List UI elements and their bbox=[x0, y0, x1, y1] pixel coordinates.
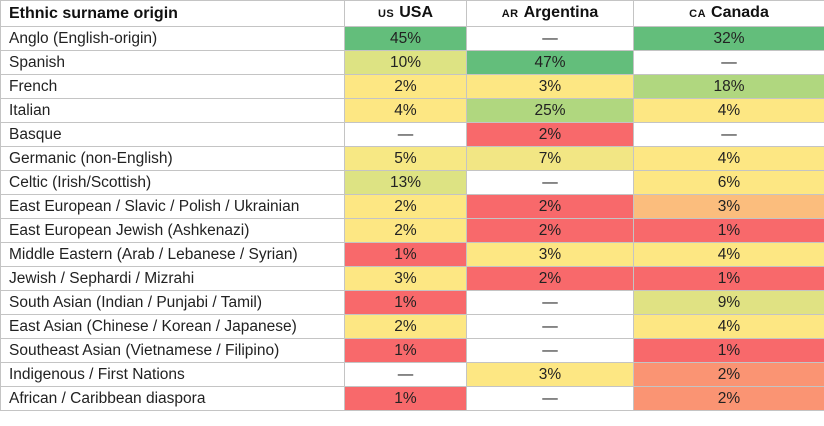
table-row: East Asian (Chinese / Korean / Japanese)… bbox=[0, 314, 824, 339]
table-row: French 2% 3% 18% bbox=[0, 74, 824, 99]
cell-usa: — bbox=[344, 362, 467, 387]
cell-usa: 1% bbox=[344, 338, 467, 363]
row-label: Indigenous / First Nations bbox=[0, 362, 345, 387]
row-label: East European Jewish (Ashkenazi) bbox=[0, 218, 345, 243]
cell-usa: 13% bbox=[344, 170, 467, 195]
table-body: Anglo (English-origin) 45% —32% Spanish 10% 4… bbox=[0, 26, 824, 411]
cell-argentina: 7% bbox=[466, 146, 634, 171]
cell-argentina: 3% bbox=[466, 74, 634, 99]
cell-argentina: 3% bbox=[466, 362, 634, 387]
row-label: Germanic (non-English) bbox=[0, 146, 345, 171]
cell-usa: 2% bbox=[344, 194, 467, 219]
cell-argentina: 47% bbox=[466, 50, 634, 75]
row-label: East Asian (Chinese / Korean / Japanese) bbox=[0, 314, 345, 339]
cell-usa: 3% bbox=[344, 266, 467, 291]
cell-usa: 5% bbox=[344, 146, 467, 171]
cell-argentina: — bbox=[466, 338, 634, 363]
country-code-ca: CA bbox=[689, 8, 707, 20]
country-code-ar: AR bbox=[501, 8, 519, 20]
cell-argentina: — bbox=[466, 386, 634, 411]
table-row: Southeast Asian (Vietnamese / Filipino) 1… bbox=[0, 338, 824, 363]
cell-argentina: — bbox=[466, 290, 634, 315]
row-label: Anglo (English-origin) bbox=[0, 26, 345, 51]
cell-usa: 10% bbox=[344, 50, 467, 75]
cell-argentina: — bbox=[466, 170, 634, 195]
row-label: Middle Eastern (Arab / Lebanese / Syrian… bbox=[0, 242, 345, 267]
cell-usa: — bbox=[344, 122, 467, 147]
cell-canada: 2% bbox=[633, 362, 824, 387]
row-label: South Asian (Indian / Punjabi / Tamil) bbox=[0, 290, 345, 315]
table-row: Italian 4% 25% 4% bbox=[0, 98, 824, 123]
cell-canada: 4% bbox=[633, 146, 824, 171]
cell-canada: 9% bbox=[633, 290, 824, 315]
cell-canada: 4% bbox=[633, 242, 824, 267]
row-label: Basque bbox=[0, 122, 345, 147]
cell-canada: 3% bbox=[633, 194, 824, 219]
country-name-argentina: Argentina bbox=[523, 4, 599, 21]
header-surname-origin: Ethnic surname origin bbox=[0, 0, 345, 27]
row-label: Jewish / Sephardi / Mizrahi bbox=[0, 266, 345, 291]
header-country-canada: CA Canada bbox=[633, 0, 824, 27]
table-row: Indigenous / First Nations —3% 2% bbox=[0, 362, 824, 387]
table-row: Spanish 10% 47% — bbox=[0, 50, 824, 75]
cell-canada: 18% bbox=[633, 74, 824, 99]
table-row: African / Caribbean diaspora 1% —2% bbox=[0, 386, 824, 411]
row-label: African / Caribbean diaspora bbox=[0, 386, 345, 411]
surname-origin-table: Ethnic surname origin US USA AR Argentina … bbox=[0, 0, 824, 411]
cell-canada: 32% bbox=[633, 26, 824, 51]
cell-usa: 1% bbox=[344, 242, 467, 267]
cell-canada: 4% bbox=[633, 314, 824, 339]
cell-usa: 2% bbox=[344, 74, 467, 99]
table-row: Basque —2% — bbox=[0, 122, 824, 147]
header-row: Ethnic surname origin US USA AR Argentina … bbox=[0, 0, 824, 27]
header-country-argentina: AR Argentina bbox=[466, 0, 634, 27]
row-label: Italian bbox=[0, 98, 345, 123]
cell-argentina: 25% bbox=[466, 98, 634, 123]
table-row: Germanic (non-English) 5% 7% 4% bbox=[0, 146, 824, 171]
country-name-usa: USA bbox=[399, 4, 434, 21]
table-row: South Asian (Indian / Punjabi / Tamil) 1%… bbox=[0, 290, 824, 315]
cell-canada: — bbox=[633, 122, 824, 147]
cell-argentina: 2% bbox=[466, 218, 634, 243]
country-name-canada: Canada bbox=[711, 4, 769, 21]
cell-canada: 1% bbox=[633, 266, 824, 291]
cell-argentina: — bbox=[466, 314, 634, 339]
cell-argentina: 2% bbox=[466, 194, 634, 219]
cell-usa: 1% bbox=[344, 290, 467, 315]
cell-argentina: — bbox=[466, 26, 634, 51]
cell-canada: 6% bbox=[633, 170, 824, 195]
row-label: Spanish bbox=[0, 50, 345, 75]
row-label: East European / Slavic / Polish / Ukrain… bbox=[0, 194, 345, 219]
cell-usa: 45% bbox=[344, 26, 467, 51]
cell-usa: 2% bbox=[344, 218, 467, 243]
country-code-us: US bbox=[377, 8, 395, 20]
table-row: East European Jewish (Ashkenazi) 2% 2% 1% bbox=[0, 218, 824, 243]
cell-usa: 1% bbox=[344, 386, 467, 411]
row-label: French bbox=[0, 74, 345, 99]
cell-argentina: 3% bbox=[466, 242, 634, 267]
cell-argentina: 2% bbox=[466, 122, 634, 147]
table-row: Celtic (Irish/Scottish) 13% —6% bbox=[0, 170, 824, 195]
cell-canada: 2% bbox=[633, 386, 824, 411]
row-label: Celtic (Irish/Scottish) bbox=[0, 170, 345, 195]
table-row: East European / Slavic / Polish / Ukrain… bbox=[0, 194, 824, 219]
header-country-usa: US USA bbox=[344, 0, 467, 27]
cell-canada: 4% bbox=[633, 98, 824, 123]
cell-usa: 4% bbox=[344, 98, 467, 123]
cell-argentina: 2% bbox=[466, 266, 634, 291]
table-row: Jewish / Sephardi / Mizrahi 3% 2% 1% bbox=[0, 266, 824, 291]
cell-usa: 2% bbox=[344, 314, 467, 339]
table-row: Middle Eastern (Arab / Lebanese / Syrian… bbox=[0, 242, 824, 267]
table-row: Anglo (English-origin) 45% —32% bbox=[0, 26, 824, 51]
row-label: Southeast Asian (Vietnamese / Filipino) bbox=[0, 338, 345, 363]
cell-canada: 1% bbox=[633, 218, 824, 243]
cell-canada: — bbox=[633, 50, 824, 75]
cell-canada: 1% bbox=[633, 338, 824, 363]
